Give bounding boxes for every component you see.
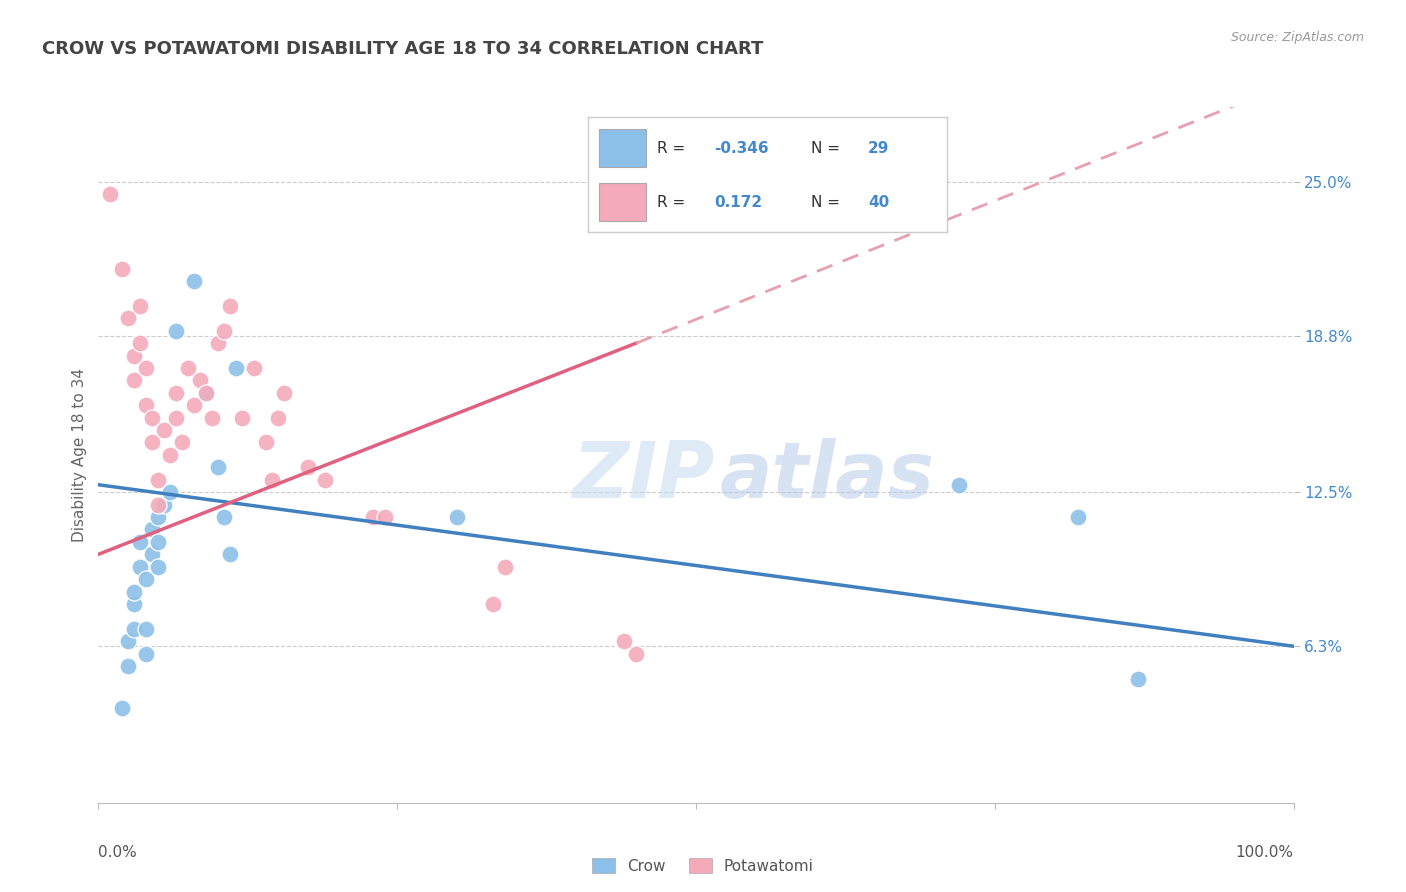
Text: CROW VS POTAWATOMI DISABILITY AGE 18 TO 34 CORRELATION CHART: CROW VS POTAWATOMI DISABILITY AGE 18 TO …: [42, 40, 763, 58]
Point: [225, 361, 247, 376]
Point: [135, 361, 157, 376]
Point: [613, 634, 636, 648]
Point: [124, 622, 146, 636]
Point: [194, 385, 218, 400]
Point: [135, 572, 157, 586]
Y-axis label: Disability Age 18 to 34: Disability Age 18 to 34: [72, 368, 87, 542]
Text: 100.0%: 100.0%: [1236, 845, 1294, 860]
Point: [1067, 510, 1090, 524]
Point: [159, 448, 181, 462]
Point: [481, 597, 505, 611]
Point: [129, 559, 152, 574]
Point: [212, 510, 235, 524]
Text: 0.0%: 0.0%: [98, 845, 138, 860]
Point: [159, 485, 181, 500]
Point: [124, 373, 146, 387]
Point: [212, 324, 235, 338]
Point: [148, 498, 170, 512]
Point: [141, 523, 163, 537]
Point: [188, 373, 211, 387]
Point: [243, 361, 266, 376]
Point: [297, 460, 319, 475]
Point: [148, 559, 170, 574]
Point: [207, 336, 229, 351]
Point: [129, 535, 152, 549]
Point: [183, 398, 205, 412]
Point: [111, 261, 134, 276]
Point: [98, 187, 122, 202]
Point: [135, 398, 157, 412]
Point: [948, 477, 970, 491]
Point: [111, 701, 134, 715]
Point: [374, 510, 396, 524]
Point: [172, 435, 194, 450]
Text: Source: ZipAtlas.com: Source: ZipAtlas.com: [1230, 31, 1364, 45]
Point: [231, 410, 253, 425]
Point: [494, 559, 516, 574]
Point: [141, 410, 163, 425]
Point: [315, 473, 337, 487]
Point: [117, 311, 139, 326]
Point: [124, 349, 146, 363]
Point: [141, 547, 163, 561]
Point: [267, 410, 290, 425]
Point: [219, 299, 242, 313]
Point: [165, 324, 187, 338]
Point: [165, 410, 187, 425]
Point: [129, 299, 152, 313]
Point: [153, 423, 176, 437]
Point: [165, 385, 187, 400]
Point: [148, 510, 170, 524]
Point: [141, 435, 163, 450]
Point: [626, 647, 648, 661]
Point: [201, 410, 224, 425]
Point: [1128, 672, 1150, 686]
Point: [260, 473, 283, 487]
Point: [254, 435, 277, 450]
Legend: Crow, Potawatomi: Crow, Potawatomi: [586, 852, 820, 880]
Point: [135, 622, 157, 636]
Point: [124, 584, 146, 599]
Point: [219, 547, 242, 561]
Point: [124, 597, 146, 611]
Point: [183, 274, 205, 288]
Point: [129, 336, 152, 351]
Point: [177, 361, 200, 376]
Point: [148, 535, 170, 549]
Point: [148, 473, 170, 487]
Text: atlas: atlas: [720, 438, 935, 514]
Text: ZIP: ZIP: [572, 438, 714, 514]
Point: [363, 510, 385, 524]
Point: [446, 510, 468, 524]
Point: [153, 498, 176, 512]
Point: [135, 647, 157, 661]
Point: [117, 659, 139, 673]
Point: [194, 385, 218, 400]
Point: [117, 634, 139, 648]
Point: [273, 385, 295, 400]
Point: [207, 460, 229, 475]
